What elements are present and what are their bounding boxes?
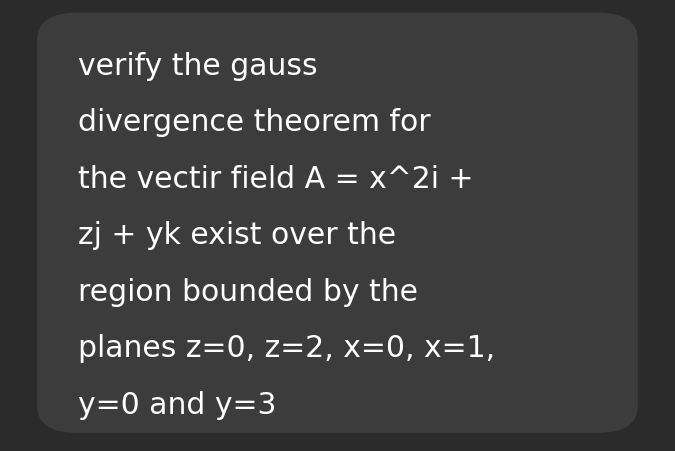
FancyBboxPatch shape	[37, 14, 638, 433]
Text: y=0 and y=3: y=0 and y=3	[78, 390, 276, 419]
Text: verify the gauss: verify the gauss	[78, 52, 317, 81]
Text: region bounded by the: region bounded by the	[78, 277, 418, 306]
Text: planes z=0, z=2, x=0, x=1,: planes z=0, z=2, x=0, x=1,	[78, 334, 495, 363]
Text: the vectir field A = x^2i +: the vectir field A = x^2i +	[78, 165, 473, 193]
Text: zj + yk exist over the: zj + yk exist over the	[78, 221, 396, 250]
Text: divergence theorem for: divergence theorem for	[78, 108, 430, 137]
